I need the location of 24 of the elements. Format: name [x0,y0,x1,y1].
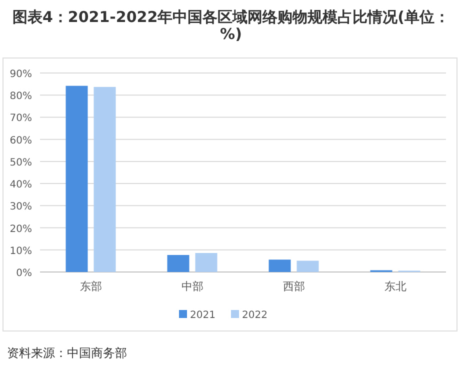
legend-label: 2022 [242,310,268,321]
bar [167,254,190,272]
y-tick-label: 70% [10,113,32,124]
bar [268,260,291,272]
x-tick-label: 东部 [80,280,102,293]
y-tick-label: 60% [10,135,32,146]
bar [66,86,88,272]
bar [195,252,218,272]
text: 资料来源：中国商务部 [7,346,127,360]
bar [94,86,116,272]
x-tick-label: 东北 [384,280,406,293]
legend-label: 2021 [190,310,216,321]
y-tick-label: 30% [10,202,32,213]
y-tick-label: 0% [16,268,32,279]
bar [296,260,319,272]
x-tick-label: 中部 [181,280,204,293]
y-tick-label: 10% [10,246,32,257]
chart-title: 图表4：2021-2022年中国各区域网络购物规模占比情况(单位：%) [12,8,450,43]
x-tick-label: 西部 [282,280,305,293]
y-tick-label: 90% [10,69,32,80]
y-tick-label: 50% [10,157,32,168]
y-tick-label: 40% [10,180,32,191]
y-tick-label: 80% [10,91,32,102]
y-tick-label: 20% [10,224,32,235]
